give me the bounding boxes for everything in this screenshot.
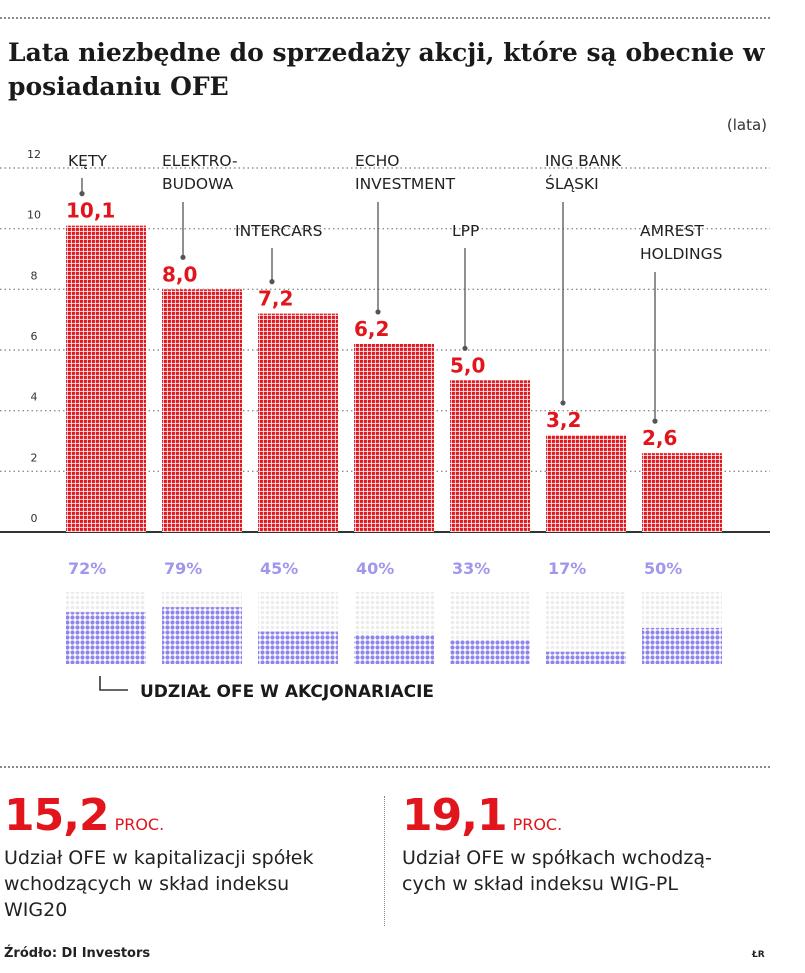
category-label: ELEKTRO- (162, 152, 238, 170)
stat-wig20-desc-line: wchodzących w skład indeksu (4, 873, 290, 895)
leader-dot (560, 400, 566, 406)
leader-dot (180, 254, 186, 260)
ofe-share-fill (258, 631, 338, 664)
bar-value-label: 3,2 (546, 408, 581, 432)
ofe-share-label: 72% (68, 559, 106, 578)
legend-label: UDZIAŁ OFE W AKCJONARIACIE (140, 682, 434, 702)
stat-wigpl-desc-line: Udział OFE w spółkach wchodzą- (402, 847, 712, 869)
bar (354, 343, 434, 532)
category-label: KĘTY (68, 152, 107, 170)
stat-wigpl-description: Udział OFE w spółkach wchodzą- cych w sk… (402, 845, 712, 897)
unit-label: (lata) (726, 116, 767, 134)
bar-value-label: 10,1 (66, 199, 115, 223)
legend-connector (99, 676, 128, 691)
chart-title: Lata niezbędne do sprzedaży akcji, które… (8, 38, 765, 101)
leader-dot (652, 418, 658, 424)
bar-value-label: 5,0 (450, 353, 485, 377)
author-initials: ŁR (752, 950, 765, 960)
y-tick-label: 12 (27, 148, 41, 161)
stat-wigpl-value: 19,1 (402, 790, 508, 841)
stat-wig20-description: Udział OFE w kapitalizacji spółek wchodz… (4, 845, 313, 923)
ofe-share-label: 33% (452, 559, 490, 578)
ofe-share-fill (642, 628, 722, 664)
ofe-share-fill (66, 612, 146, 664)
stat-wig20: 15,2 PROC. Udział OFE w kapitalizacji spó… (4, 790, 313, 923)
category-label: INVESTMENT (355, 175, 456, 193)
category-label: AMREST (640, 222, 704, 240)
y-tick-label: 6 (31, 330, 38, 343)
bar (162, 289, 242, 532)
ofe-share-label: 50% (644, 559, 682, 578)
bar (450, 380, 530, 532)
y-tick-label: 2 (31, 451, 38, 464)
category-label: HOLDINGS (640, 245, 722, 263)
stat-wig20-value: 15,2 (4, 790, 110, 841)
bar-value-label: 6,2 (354, 317, 389, 341)
ofe-share-fill (162, 607, 242, 664)
category-label: LPP (452, 222, 479, 240)
ofe-share-label: 17% (548, 559, 586, 578)
ofe-share-label: 45% (260, 559, 298, 578)
category-label: INTERCARS (235, 222, 322, 240)
top-divider (0, 17, 770, 19)
leader-dot (462, 345, 468, 351)
y-tick-label: 0 (31, 512, 38, 525)
y-tick-label: 4 (31, 391, 38, 404)
stat-wig20-desc-line: WIG20 (4, 899, 68, 921)
bar-value-label: 2,6 (642, 426, 677, 450)
y-tick-label: 8 (31, 269, 38, 282)
leader-dot (79, 191, 85, 197)
ofe-share-label: 79% (164, 559, 202, 578)
stats-separator (384, 796, 385, 926)
y-tick-label: 10 (27, 209, 41, 222)
bar-value-label: 8,0 (162, 262, 197, 286)
bar-value-label: 7,2 (258, 287, 293, 311)
stat-wigpl-desc-line: cych w skład indeksu WIG-PL (402, 873, 678, 895)
section-divider (0, 766, 770, 768)
stat-wig20-unit: PROC. (114, 815, 165, 834)
stat-wigpl: 19,1 PROC. Udział OFE w spółkach wchodzą-… (402, 790, 712, 897)
bar (66, 225, 146, 532)
category-label: ECHO (355, 152, 399, 170)
ofe-share-fill (450, 640, 530, 664)
leader-dot (269, 279, 275, 285)
source-note: Źródło: DI Investors (4, 946, 151, 961)
stat-wigpl-unit: PROC. (512, 815, 563, 834)
ofe-share-label: 40% (356, 559, 394, 578)
ofe-share-fill (354, 635, 434, 664)
category-label: ŚLĄSKI (545, 174, 599, 193)
leader-dot (375, 309, 381, 315)
category-label: ING BANK (545, 152, 622, 170)
bar (642, 453, 722, 532)
category-label: BUDOWA (162, 175, 234, 193)
bar (258, 313, 338, 532)
stat-wig20-desc-line: Udział OFE w kapitalizacji spółek (4, 847, 314, 869)
bar-chart: 0 2 4 6 8 10 12 10,1 KĘTY 8,0 ELEKTRO- BUDOWA 7,2 INT… (0, 148, 770, 702)
bar (546, 434, 626, 532)
ofe-share-fill (546, 651, 626, 664)
